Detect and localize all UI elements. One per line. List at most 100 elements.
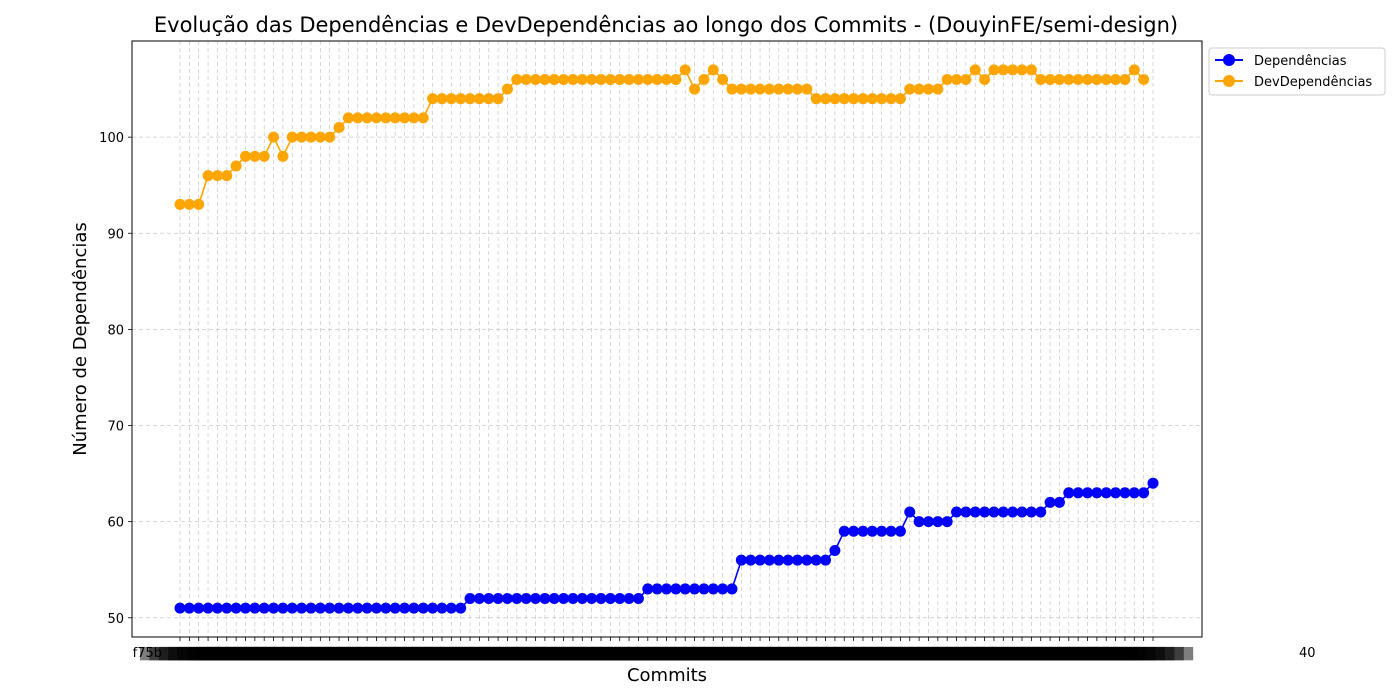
legend-label-dependencias: Dependências <box>1254 54 1347 69</box>
data-point-1 <box>530 73 542 85</box>
x-tick-label-hash: ▇▇▇▇▇▇▇▇ <box>738 646 820 661</box>
data-point-0 <box>576 593 588 605</box>
data-point-1 <box>838 93 850 105</box>
data-point-0 <box>286 602 298 614</box>
data-point-0 <box>670 583 682 595</box>
data-point-1 <box>258 150 270 162</box>
data-point-1 <box>277 150 289 162</box>
y-tick-label: 60 <box>107 516 124 531</box>
data-point-1 <box>885 93 897 105</box>
x-tick-label-hash: ▇▇▇▇▇▇▇▇ <box>560 646 642 661</box>
data-point-0 <box>193 602 205 614</box>
data-point-1 <box>642 73 654 85</box>
x-tick-label-hash: ▇▇▇▇▇▇▇▇ <box>204 646 286 661</box>
data-point-0 <box>1128 487 1140 499</box>
x-tick-label-hash: ▇▇▇▇▇▇▇▇ <box>298 646 380 661</box>
data-point-1 <box>193 198 205 210</box>
x-tick-label-hash: ▇▇▇▇▇▇▇▇ <box>364 646 446 661</box>
data-point-0 <box>464 593 476 605</box>
data-point-0 <box>941 516 953 528</box>
data-point-1 <box>810 93 822 105</box>
data-point-1 <box>773 83 785 95</box>
data-point-1 <box>782 83 794 95</box>
data-point-1 <box>342 112 354 124</box>
data-point-0 <box>539 593 551 605</box>
x-tick-label-hash: ▇▇▇▇▇▇▇▇ <box>813 646 895 661</box>
x-tick-label-hash: ▇▇▇▇▇▇▇▇ <box>1056 646 1138 661</box>
x-tick-label-hash: ▇▇▇▇▇▇▇▇ <box>728 646 810 661</box>
data-point-0 <box>548 593 560 605</box>
x-tick-label-hash: ▇▇▇▇▇▇▇▇ <box>869 646 951 661</box>
x-tick-label-hash: ▇▇▇▇▇▇▇▇ <box>1075 646 1157 661</box>
x-tick-label-hash: ▇▇▇▇▇▇▇▇ <box>616 646 698 661</box>
data-point-0 <box>202 602 214 614</box>
data-point-1 <box>661 73 672 85</box>
y-tick-label: 100 <box>99 131 124 146</box>
data-point-0 <box>623 593 635 605</box>
data-point-0 <box>932 516 944 528</box>
x-tick-label-hash: ▇▇▇▇▇▇▇▇ <box>186 646 268 661</box>
data-point-0 <box>268 602 280 614</box>
data-point-0 <box>399 602 411 614</box>
data-point-0 <box>1091 487 1103 499</box>
data-point-0 <box>352 602 364 614</box>
x-tick-label-hash: ▇▇▇▇▇▇▇▇ <box>635 646 717 661</box>
data-point-1 <box>1016 64 1028 76</box>
data-point-0 <box>735 554 747 566</box>
data-point-0 <box>726 583 738 595</box>
data-point-1 <box>679 64 691 76</box>
data-point-1 <box>408 112 420 124</box>
x-tick-label-hash: ▇▇▇▇▇▇▇▇ <box>756 646 838 661</box>
data-point-1 <box>239 150 251 162</box>
x-tick-label-hash: ▇▇▇▇▇▇▇▇ <box>990 646 1072 661</box>
x-tick-label-hash: ▇▇▇▇▇▇▇▇ <box>597 646 679 661</box>
data-point-0 <box>829 544 841 556</box>
x-tick-label-hash: ▇▇▇▇▇▇▇▇ <box>317 646 399 661</box>
x-tick-label-hash: ▇▇▇▇▇▇▇▇ <box>691 646 773 661</box>
y-tick-label: 50 <box>107 612 124 627</box>
data-point-1 <box>333 122 345 134</box>
data-point-0 <box>614 593 626 605</box>
data-point-0 <box>885 525 897 537</box>
x-tick-label-hash: ▇▇▇▇▇▇▇▇ <box>747 646 829 661</box>
data-point-1 <box>932 83 944 95</box>
x-tick-label-hash: ▇▇▇▇▇▇▇▇ <box>803 646 885 661</box>
data-point-0 <box>810 554 822 566</box>
x-tick-label-hash: ▇▇▇▇▇▇▇▇ <box>916 646 998 661</box>
data-point-1 <box>670 73 682 85</box>
data-point-0 <box>1007 506 1019 518</box>
x-tick-label-hash: ▇▇▇▇▇▇▇▇ <box>569 646 651 661</box>
x-tick-label-hash: ▇▇▇▇▇▇▇▇ <box>410 646 492 661</box>
data-point-1 <box>567 73 579 85</box>
data-point-0 <box>838 525 850 537</box>
data-point-1 <box>417 112 429 124</box>
data-point-1 <box>1091 73 1103 85</box>
data-point-0 <box>951 506 963 518</box>
data-point-0 <box>1100 487 1112 499</box>
data-point-0 <box>969 506 981 518</box>
x-tick-label-hash: ▇▇▇▇▇▇▇▇ <box>925 646 1007 661</box>
x-tick-label-hash: ▇▇▇▇▇▇▇▇ <box>626 646 708 661</box>
data-point-0 <box>258 602 270 614</box>
x-tick-label-hash: ▇▇▇▇▇▇▇▇ <box>279 646 361 661</box>
data-point-0 <box>249 602 261 614</box>
x-tick-label-hash: ▇▇▇▇▇▇▇▇ <box>944 646 1026 661</box>
data-point-1 <box>370 112 382 124</box>
data-point-1 <box>726 83 738 95</box>
data-point-1 <box>623 73 635 85</box>
data-point-0 <box>595 593 607 605</box>
x-tick-label-hash: ▇▇▇▇▇▇▇▇ <box>420 646 502 661</box>
data-point-0 <box>211 602 223 614</box>
data-point-1 <box>483 93 495 105</box>
x-tick-label-hash: ▇▇▇▇▇▇▇▇ <box>654 646 736 661</box>
x-tick-label-hash: ▇▇▇▇▇▇▇▇ <box>523 646 605 661</box>
x-tick-label-hash: ▇▇▇▇▇▇▇▇ <box>822 646 904 661</box>
data-point-1 <box>604 73 616 85</box>
data-point-1 <box>848 93 860 105</box>
x-tick-label-hash: ▇▇▇▇▇▇▇▇ <box>289 646 371 661</box>
data-point-1 <box>754 83 766 95</box>
data-point-1 <box>183 198 195 210</box>
data-point-1 <box>539 73 551 85</box>
data-point-1 <box>501 83 513 95</box>
data-point-1 <box>866 93 878 105</box>
